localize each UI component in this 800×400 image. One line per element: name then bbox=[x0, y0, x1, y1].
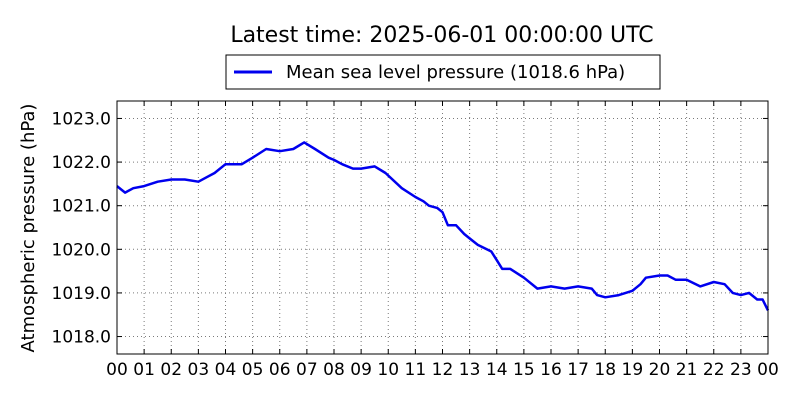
x-tick-label: 02 bbox=[160, 360, 182, 380]
x-tick-label: 16 bbox=[540, 360, 562, 380]
y-axis-title: Atmospheric pressure (hPa) bbox=[18, 104, 39, 353]
x-tick-label: 10 bbox=[377, 360, 399, 380]
x-tick-label: 00 bbox=[106, 360, 128, 380]
x-tick-label: 13 bbox=[459, 360, 481, 380]
legend-box bbox=[225, 54, 661, 90]
x-tick-label: 19 bbox=[622, 360, 644, 380]
x-tick-label: 21 bbox=[676, 360, 698, 380]
x-tick-labels: 00 01 02 03 04 05 06 07 08 09 10 11 12 13 14 15 16 17 18 19… bbox=[106, 360, 779, 380]
x-tick-label: 06 bbox=[269, 360, 291, 380]
x-tick-label: 07 bbox=[296, 360, 318, 380]
legend-series-label: Mean sea level pressure (1018.6 hPa) bbox=[286, 62, 625, 83]
x-tick-label: 20 bbox=[649, 360, 671, 380]
grid bbox=[117, 101, 768, 354]
y-tick-label: 1023.0 bbox=[52, 109, 111, 129]
x-tick-label: 03 bbox=[188, 360, 210, 380]
x-tick-label: 01 bbox=[133, 360, 155, 380]
x-tick-label: 05 bbox=[242, 360, 264, 380]
plot-frame bbox=[116, 100, 769, 355]
y-tick-label: 1019.0 bbox=[52, 284, 111, 304]
x-tick-label: 09 bbox=[350, 360, 372, 380]
chart-title: Latest time: 2025-06-01 00:00:00 UTC bbox=[230, 23, 653, 48]
x-tick-label: 11 bbox=[405, 360, 427, 380]
x-tick-label: 04 bbox=[215, 360, 237, 380]
x-tick-label: 17 bbox=[567, 360, 589, 380]
x-tick-label: 22 bbox=[703, 360, 725, 380]
tick-marks bbox=[116, 101, 769, 354]
y-tick-label: 1020.0 bbox=[52, 240, 111, 260]
y-tick-label: 1021.0 bbox=[52, 197, 111, 217]
y-tick-label: 1018.0 bbox=[52, 328, 111, 348]
x-tick-label: 12 bbox=[432, 360, 454, 380]
legend: Mean sea level pressure (1018.6 hPa) bbox=[225, 54, 661, 90]
y-tick-label: 1022.0 bbox=[52, 153, 111, 173]
x-tick-label: 23 bbox=[730, 360, 752, 380]
x-tick-label: 15 bbox=[513, 360, 535, 380]
x-tick-label: 08 bbox=[323, 360, 345, 380]
series-line-mslp bbox=[116, 141, 770, 311]
x-tick-label: 00 bbox=[757, 360, 779, 380]
x-tick-label: 18 bbox=[594, 360, 616, 380]
y-tick-labels: 1018.0 1019.0 1020.0 1021.0 1022.0 1023.0 bbox=[52, 109, 111, 347]
x-tick-label: 14 bbox=[486, 360, 508, 380]
